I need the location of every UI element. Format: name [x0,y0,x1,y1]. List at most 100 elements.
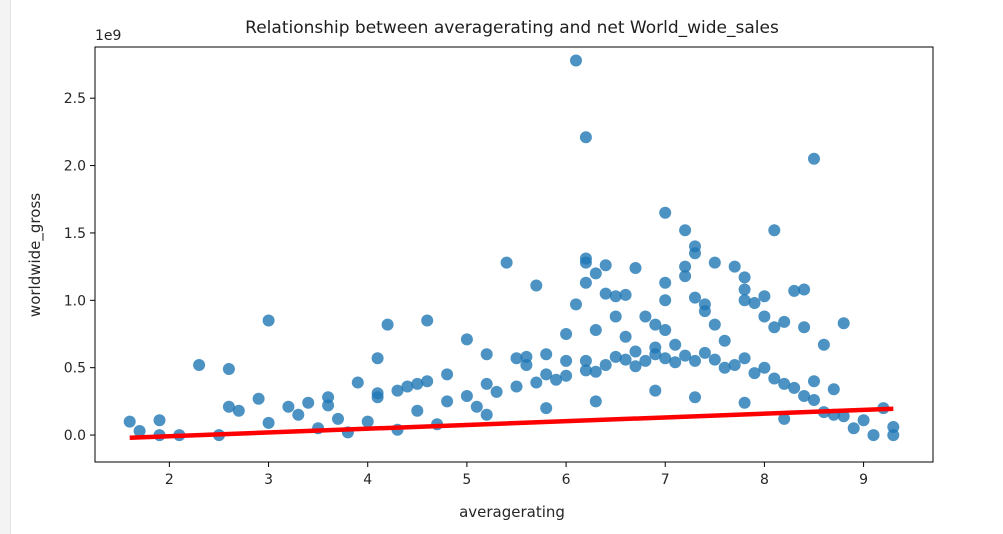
scatter-point [560,354,573,367]
scatter-point [738,352,751,365]
scatter-point [599,359,612,371]
scatter-point [778,412,791,425]
scatter-point [579,131,592,144]
scatter-point [629,345,642,358]
x-tick-label: 2 [165,472,174,488]
scatter-point [570,298,582,311]
scatter-point [510,352,523,365]
x-tick-label: 5 [462,472,471,488]
scatter-point [619,353,632,366]
scatter-point [659,324,672,336]
scatter-point [371,352,384,365]
scatter-point [530,279,543,292]
scatter-point [460,333,473,346]
x-axis-label: averagerating [459,503,565,521]
scatter-point [560,369,573,382]
scatter-point [738,396,751,409]
regression-line [129,406,894,440]
scatter-point [768,372,781,385]
scatter-point [589,365,602,378]
scatter-point [540,402,553,415]
scatter-point [758,310,771,323]
scatter-point [659,294,672,307]
scatter-point [718,361,731,374]
scatter-point [659,276,672,289]
scatter-point [599,287,612,300]
x-tick-label: 3 [264,472,273,488]
scatter-point [808,375,820,388]
scatter-point [441,395,454,408]
scatter-point [222,363,235,375]
scatter-point [649,318,662,331]
scatter-point [738,294,751,307]
scatter-point [381,318,394,331]
scatter-point [302,396,315,409]
scatter-point [391,384,404,397]
scatter-point [421,314,434,327]
scatter-point [867,429,880,442]
scatter-point [659,206,672,219]
scatter-point [758,361,771,374]
scatter-point [609,290,622,303]
scatter-point [768,224,781,237]
scatter-point [282,400,295,413]
scatter-point [570,54,582,67]
scatter-point [887,429,900,442]
scatter-point [579,364,592,377]
scatter-point [778,315,791,328]
scatter-point [292,408,305,421]
x-axis: 2 3 4 5 6 7 8 9 [165,462,868,488]
x-tick-label: 4 [363,472,372,488]
scatter-point [411,377,424,390]
scatter-point [361,415,374,428]
scatter-point [540,368,553,381]
scatter-point [659,352,672,365]
scatter-points [123,54,900,442]
scatter-point [847,422,860,435]
scatter-point [857,414,870,427]
scatter-point [480,348,493,361]
scatter-point [579,256,592,269]
scatter-point [589,395,602,408]
notebook-gutter [0,0,11,534]
scatter-point [619,330,632,343]
scatter-point [798,283,811,296]
scatter-point [589,324,602,336]
scatter-point [322,399,335,412]
scatter-point [679,270,692,283]
y-axis: 0.0 0.5 1.0 1.5 2.0 2.5 [64,91,95,444]
scatter-point [609,310,622,323]
scatter-point [758,290,771,303]
scatter-point [689,291,701,304]
scatter-point [470,400,483,413]
scatter-point [738,271,751,284]
scatter-point [728,260,741,273]
scatter-point [639,310,652,323]
scatter-point [599,259,612,272]
scatter-point [579,354,592,367]
scatter-point [520,359,533,371]
scatter-point [332,412,344,425]
scatter-point [679,260,692,273]
scatter-point [609,350,622,363]
scatter-point [222,400,235,413]
y-tick-label: 1.5 [64,226,86,242]
x-tick-label: 6 [562,472,571,488]
scatter-point [649,348,662,361]
x-tick-label: 9 [859,472,868,488]
scatter-point [748,367,761,380]
scatter-point [490,385,503,398]
scatter-point [629,360,642,373]
scatter-point [679,224,692,237]
y-tick-label: 0.5 [64,361,86,377]
scatter-point [619,288,632,301]
scatter-point [837,317,850,330]
scatter-point [798,390,811,402]
scatter-point [560,328,573,340]
chart-title: Relationship between averagerating and n… [245,18,779,38]
scatter-point [629,262,642,274]
scatter-point [689,391,701,404]
scatter-point [788,284,801,297]
scatter-point [480,408,493,421]
scatter-point [262,314,275,327]
